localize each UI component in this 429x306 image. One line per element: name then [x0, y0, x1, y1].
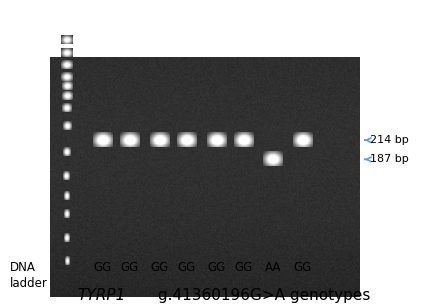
Text: GG: GG: [207, 261, 226, 274]
Text: 214 bp: 214 bp: [365, 135, 409, 145]
Text: GG: GG: [235, 261, 253, 274]
Text: AA: AA: [265, 261, 281, 274]
Text: GG: GG: [178, 261, 196, 274]
Text: 187 bp: 187 bp: [365, 154, 409, 164]
Text: GG: GG: [94, 261, 112, 274]
Text: TYRP1: TYRP1: [77, 288, 126, 303]
Text: GG: GG: [294, 261, 312, 274]
Text: g.41360196G>A genotypes: g.41360196G>A genotypes: [153, 288, 371, 303]
Text: DNA
ladder: DNA ladder: [10, 261, 48, 290]
Text: GG: GG: [121, 261, 139, 274]
Text: GG: GG: [151, 261, 169, 274]
